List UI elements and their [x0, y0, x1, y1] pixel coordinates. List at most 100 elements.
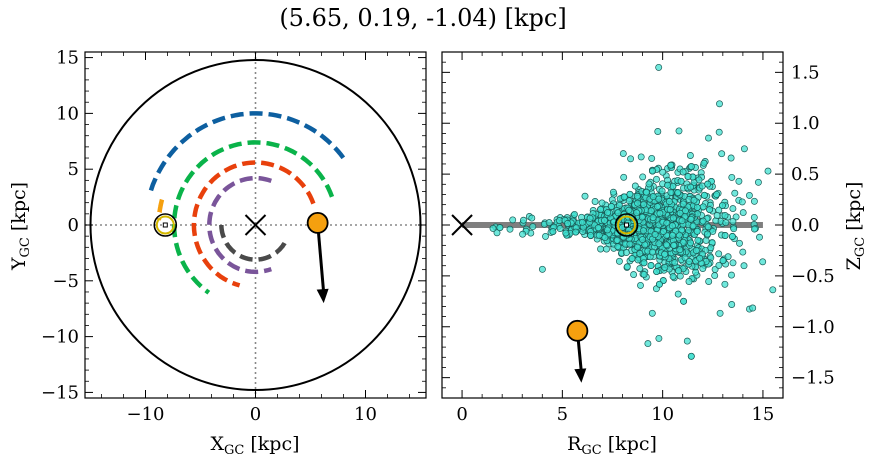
star-point: [648, 309, 656, 317]
star-point: [571, 210, 578, 218]
star-point: [653, 175, 660, 183]
star-point: [750, 213, 758, 221]
star-point: [751, 225, 758, 233]
star-point: [739, 248, 747, 256]
star-point: [704, 230, 711, 238]
star-point: [637, 153, 645, 161]
star-point: [716, 100, 723, 108]
star-point: [506, 225, 514, 233]
left-y-tick-label: 10: [56, 103, 79, 124]
right-y-tick-label: −0.5: [791, 266, 835, 287]
left-x-tick-label: 0: [250, 404, 261, 425]
star-point: [649, 167, 656, 175]
star-point: [659, 168, 667, 176]
star-point: [549, 228, 557, 236]
star-point: [692, 247, 700, 254]
star-point: [655, 280, 663, 288]
star-point: [648, 154, 656, 162]
star-point: [655, 63, 663, 71]
star-point: [631, 182, 639, 190]
star-point: [658, 187, 666, 195]
star-point: [626, 240, 634, 248]
star-point: [640, 200, 648, 208]
star-point: [750, 197, 758, 205]
spiral-arm-2: [191, 160, 316, 288]
star-point: [687, 239, 695, 247]
galactic-center-marker-b: [451, 214, 473, 236]
star-point: [620, 173, 628, 181]
star-point: [719, 257, 727, 265]
right-y-tick-label: 0.5: [791, 164, 820, 185]
star-point: [729, 217, 737, 225]
star-point: [678, 217, 686, 225]
star-point: [619, 150, 627, 158]
star-point: [706, 206, 714, 214]
star-point: [489, 224, 497, 232]
star-point: [600, 216, 608, 224]
galactic-center-marker-b: [244, 214, 267, 236]
star-point: [520, 216, 527, 224]
star-point: [689, 222, 697, 230]
star-point: [633, 209, 641, 217]
star-point: [644, 340, 652, 348]
star-point: [705, 278, 713, 285]
star-point: [675, 267, 683, 275]
right-y-tick-label: 1.5: [791, 62, 820, 83]
star-point: [674, 290, 682, 298]
sun-outer-ring: [614, 213, 639, 237]
star-point: [614, 243, 622, 251]
star-point: [654, 128, 662, 135]
star-point: [604, 209, 612, 217]
star-point: [738, 198, 746, 206]
object-marker: [566, 319, 589, 342]
star-point: [745, 191, 753, 199]
object-marker: [306, 211, 329, 234]
star-point: [603, 245, 610, 253]
right-x-tick-label: 10: [651, 404, 674, 425]
sun-center-dot: [162, 222, 168, 228]
star-point: [680, 297, 688, 305]
star-point: [661, 263, 669, 271]
object-velocity-arrow-shaft: [316, 222, 326, 294]
star-point: [674, 189, 682, 197]
left-ticks: −10 0 10 −15 −10 −5 0 5 10 15: [41, 48, 426, 425]
spiral-arm-3: [207, 175, 272, 275]
object-velocity-arrow-head: [316, 288, 329, 304]
star-point: [686, 152, 694, 159]
object-velocity-arrow-head: [574, 368, 587, 383]
star-point: [627, 155, 635, 163]
star-point: [663, 241, 670, 249]
star-point: [671, 259, 679, 267]
star-point: [675, 127, 683, 135]
star-point: [651, 231, 659, 238]
star-point: [656, 209, 664, 217]
star-point: [694, 236, 702, 244]
star-point: [667, 189, 675, 196]
left-x-tick-label: 10: [354, 404, 377, 425]
star-point: [647, 207, 655, 215]
star-point: [529, 223, 537, 231]
right-panel: 0 5 10 15 −1.5 −1.0 −0.5 0.0 0.5 1.0 1.5 RGC [kpc]…: [441, 51, 868, 458]
star-point: [759, 258, 767, 266]
star-point: [722, 219, 730, 227]
star-point: [728, 233, 736, 240]
spiral-arm-0: [148, 111, 346, 194]
star-point: [716, 309, 724, 317]
star-point: [607, 203, 615, 210]
star-point: [640, 259, 648, 267]
star-point: [740, 262, 748, 270]
star-point: [630, 271, 638, 279]
star-point: [713, 212, 721, 219]
right-x-tick-label: 15: [751, 404, 774, 425]
star-point: [728, 173, 736, 181]
star-point: [623, 263, 631, 271]
star-point: [625, 197, 633, 205]
left-y-tick-label: −15: [41, 382, 79, 403]
star-point: [649, 193, 657, 201]
star-point: [528, 214, 536, 222]
star-point: [668, 222, 676, 230]
star-point: [711, 272, 719, 280]
star-point: [626, 190, 634, 198]
star-point: [636, 250, 644, 257]
